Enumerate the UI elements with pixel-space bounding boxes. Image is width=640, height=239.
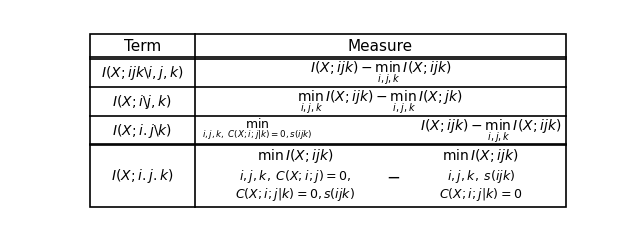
Text: $I(X;i.j.k)$: $I(X;i.j.k)$: [111, 167, 173, 185]
Text: $\underset{i,j,k}{\min}\,I(X;ijk) - \underset{i,j,k}{\min}\,I(X;jk)$: $\underset{i,j,k}{\min}\,I(X;ijk) - \und…: [298, 88, 463, 116]
Text: $\mathrm{min}\,I(X;ijk)$: $\mathrm{min}\,I(X;ijk)$: [257, 147, 333, 165]
Text: $\underset{i,j,k,\;C(X;i;j|k){=}0,s(ijk)}{\min}$: $\underset{i,j,k,\;C(X;i;j|k){=}0,s(ijk)…: [202, 117, 312, 142]
Text: Term: Term: [124, 39, 161, 54]
Text: $I(X;ijk\backslash i,j,k)$: $I(X;ijk\backslash i,j,k)$: [101, 64, 184, 82]
Text: $I(X;ijk) - \underset{i,j,k}{\min}\,I(X;ijk)$: $I(X;ijk) - \underset{i,j,k}{\min}\,I(X;…: [310, 60, 451, 87]
Text: Measure: Measure: [348, 39, 413, 54]
Text: $I(X;i\backslash j,k)$: $I(X;i\backslash j,k)$: [112, 93, 172, 111]
Text: $C(X;i;j|k) = 0$: $C(X;i;j|k) = 0$: [439, 186, 522, 203]
Text: $-$: $-$: [387, 167, 401, 185]
Text: $I(X;i.j\backslash k)$: $I(X;i.j\backslash k)$: [112, 122, 172, 140]
Text: $i,j,k,\;C(X;i;j) = 0,$: $i,j,k,\;C(X;i;j) = 0,$: [239, 168, 351, 185]
Text: $i,j,k,\;s(ijk)$: $i,j,k,\;s(ijk)$: [447, 168, 515, 185]
Text: $\mathrm{min}\,I(X;ijk)$: $\mathrm{min}\,I(X;ijk)$: [442, 147, 519, 165]
Text: $C(X;i;j|k) = 0, s(ijk)$: $C(X;i;j|k) = 0, s(ijk)$: [235, 186, 355, 203]
Text: $I(X;ijk) - \underset{i,j,k}{\min}\,I(X;ijk)$: $I(X;ijk) - \underset{i,j,k}{\min}\,I(X;…: [420, 117, 561, 145]
